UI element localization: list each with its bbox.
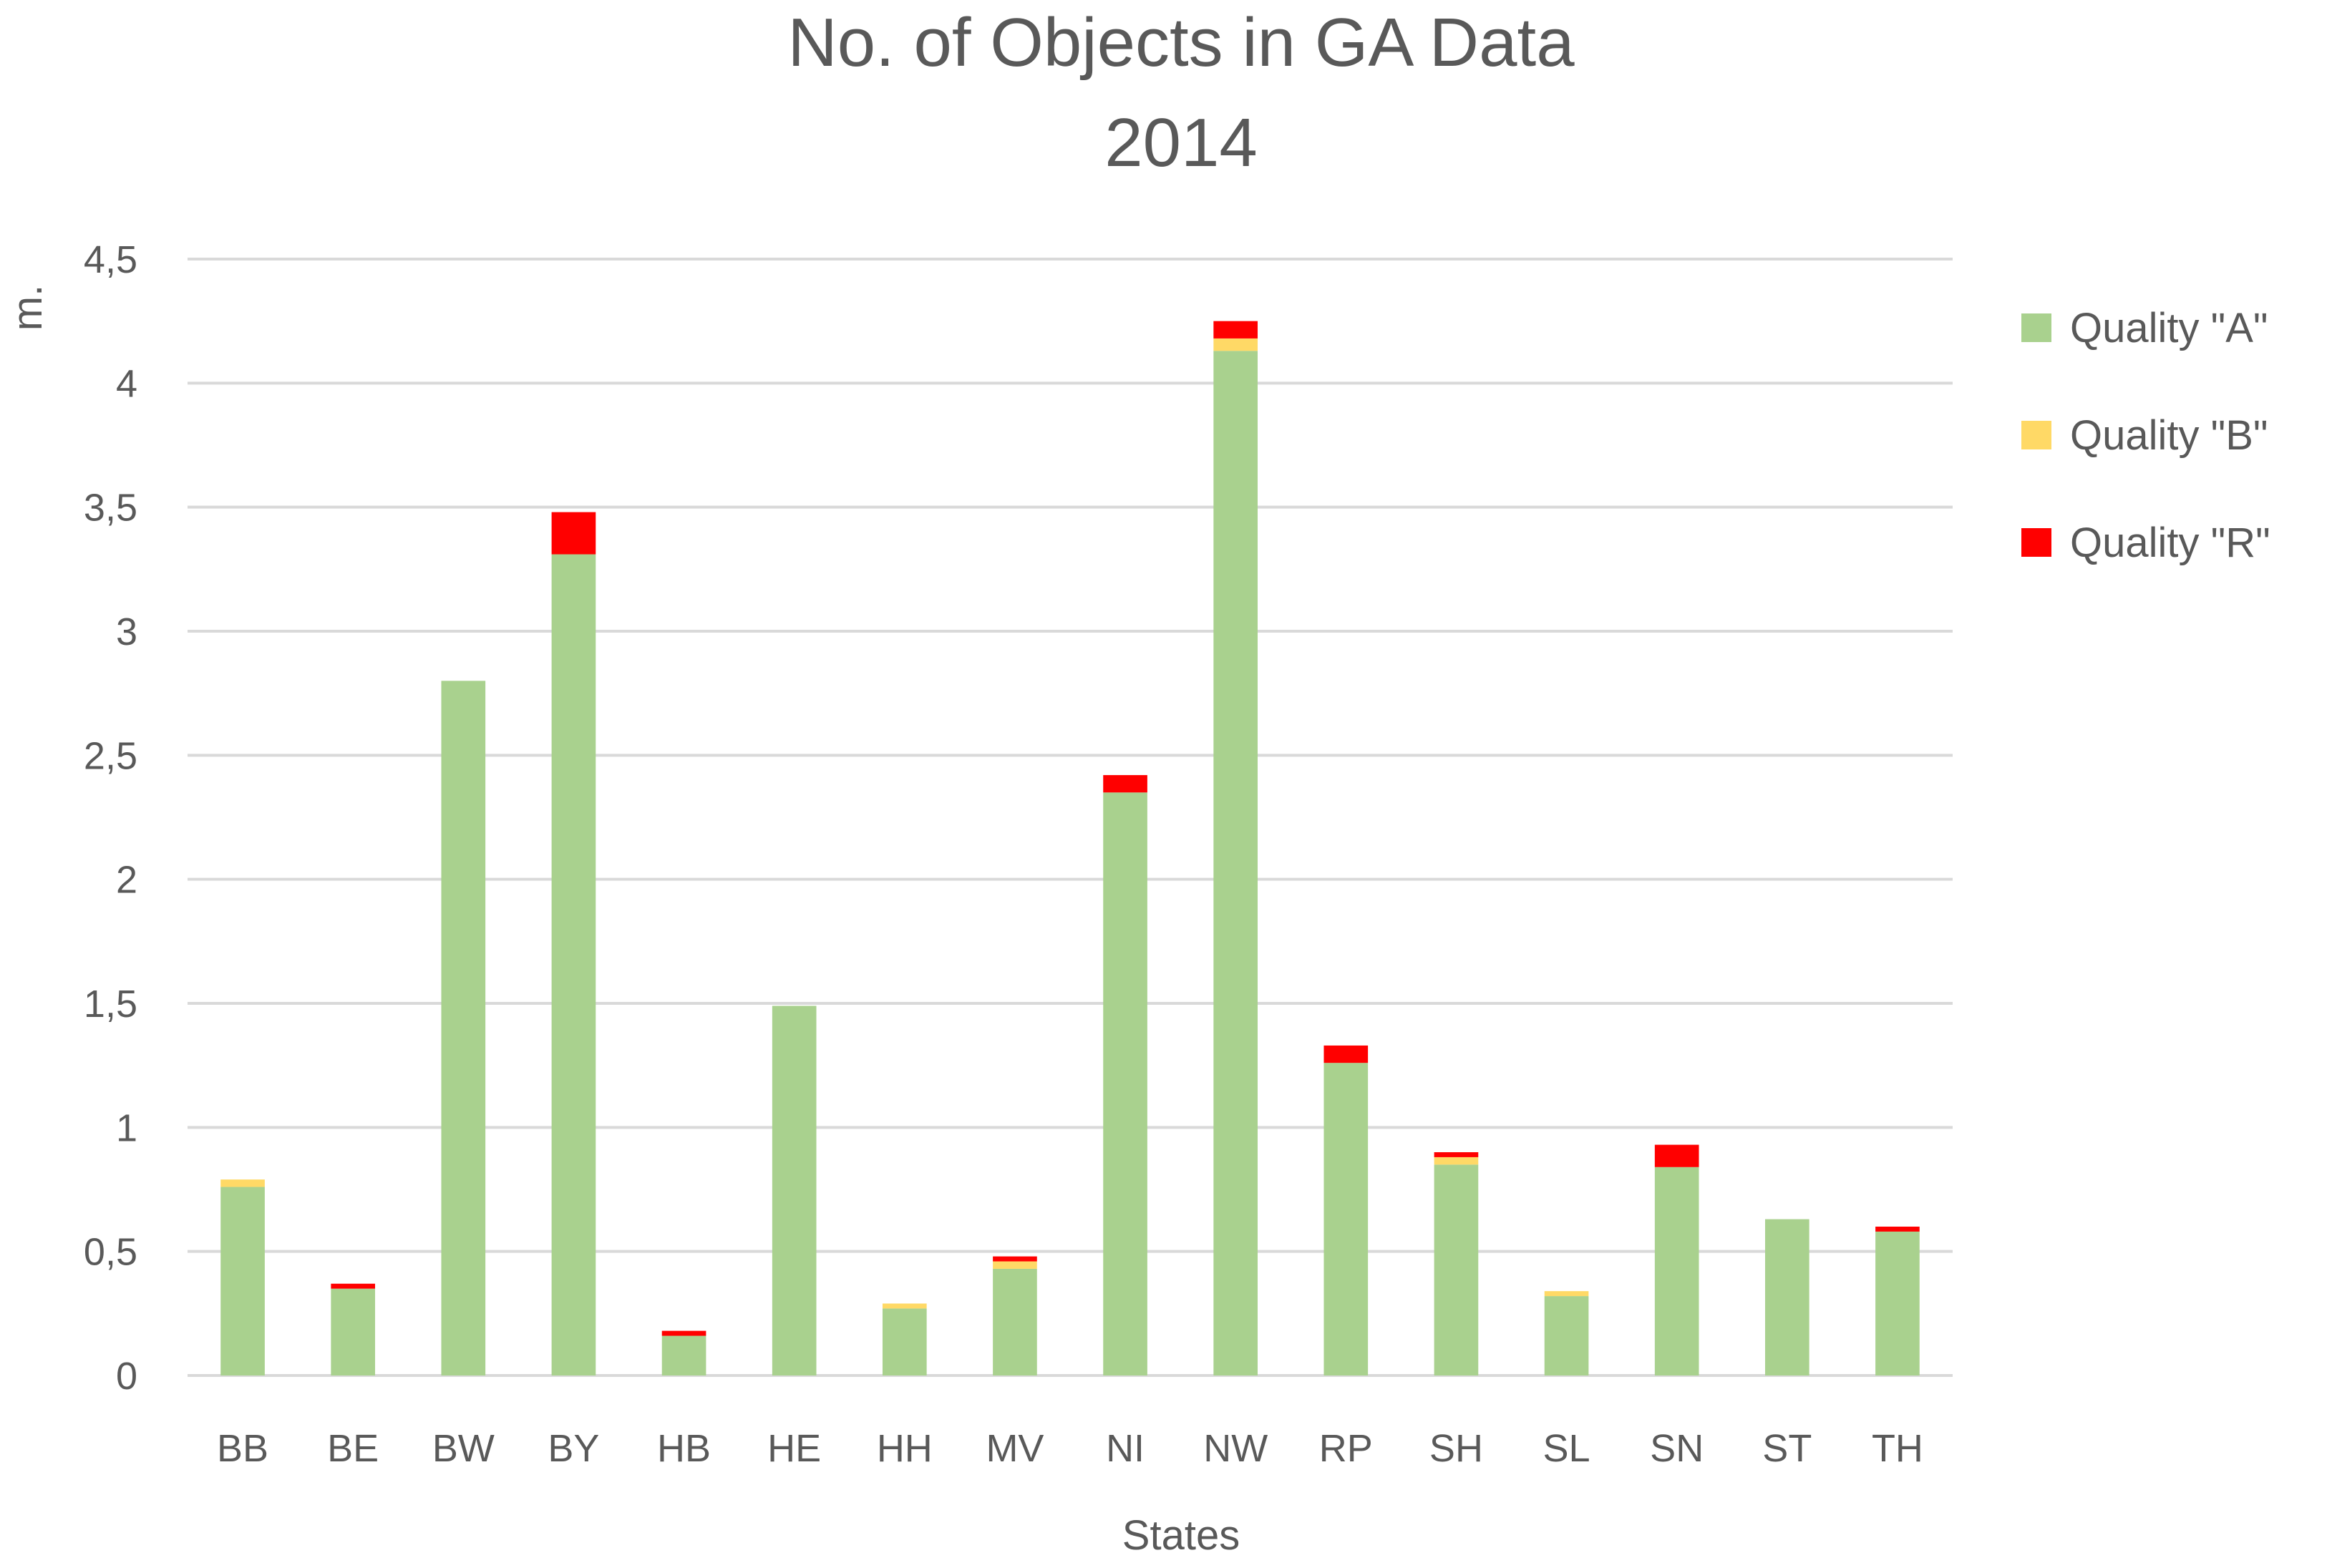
- x-tick-label: NI: [1106, 1427, 1145, 1470]
- bar-segment-b-bb: [220, 1179, 265, 1187]
- y-tick-label: 3: [116, 610, 137, 653]
- bar-segment-r-be: [331, 1283, 376, 1289]
- bar-segment-a-nw: [1213, 351, 1258, 1376]
- x-tick-label: SH: [1429, 1427, 1483, 1470]
- y-tick-label: 0,5: [84, 1231, 137, 1274]
- x-tick-label: MV: [986, 1427, 1044, 1470]
- bar-segment-a-be: [331, 1288, 376, 1375]
- bar-segment-a-mv: [993, 1268, 1037, 1375]
- x-axis-title: States: [1122, 1512, 1240, 1559]
- x-axis-ticks: BB BE BW BY HB HE HH MV NI NW RP SH SL SN ST TH: [217, 1427, 1923, 1470]
- bar-segment-a-he: [772, 1005, 817, 1375]
- bar-segment-a-hh: [882, 1308, 927, 1375]
- y-axis-ticks: 0 0,5 1 1,5 2 2,5 3 3,5 4 4,5: [84, 238, 137, 1398]
- bar-segment-r-hb: [661, 1330, 706, 1336]
- bar-segment-r-nw: [1213, 321, 1258, 339]
- bar-segment-a-sn: [1654, 1167, 1699, 1375]
- x-tick-label: ST: [1762, 1427, 1812, 1470]
- x-tick-label: TH: [1872, 1427, 1923, 1470]
- bar-segment-a-bb: [220, 1187, 265, 1375]
- bar-segment-a-sh: [1434, 1164, 1479, 1375]
- bars: [220, 321, 1920, 1376]
- legend-swatch: [2021, 421, 2051, 449]
- x-tick-label: NW: [1203, 1427, 1268, 1470]
- bar-segment-a-th: [1875, 1231, 1920, 1375]
- y-tick-label: 2: [116, 859, 137, 902]
- y-tick-label: 0: [116, 1355, 137, 1398]
- x-tick-label: SN: [1650, 1427, 1704, 1470]
- y-tick-label: 4,5: [84, 238, 137, 281]
- legend: Quality "A" Quality "B" Quality "R": [1961, 286, 2290, 587]
- bar-segment-b-mv: [993, 1261, 1037, 1269]
- bar-segment-a-sl: [1544, 1296, 1589, 1375]
- legend-swatch: [2021, 313, 2051, 342]
- x-tick-label: SL: [1543, 1427, 1590, 1470]
- legend-label: Quality "R": [2070, 520, 2270, 566]
- bar-segment-a-st: [1764, 1219, 1809, 1375]
- x-tick-label: BW: [432, 1427, 495, 1470]
- legend-background: [1961, 286, 2290, 587]
- x-tick-label: HH: [877, 1427, 933, 1470]
- x-tick-label: RP: [1319, 1427, 1373, 1470]
- x-tick-label: HE: [767, 1427, 821, 1470]
- y-tick-label: 4: [116, 362, 137, 405]
- bar-segment-r-sh: [1434, 1152, 1479, 1157]
- bar-segment-b-sh: [1434, 1156, 1479, 1165]
- bar-segment-a-hb: [661, 1335, 706, 1375]
- bar-segment-r-ni: [1103, 775, 1147, 793]
- x-tick-label: BE: [327, 1427, 379, 1470]
- y-tick-label: 3,5: [84, 487, 137, 530]
- x-tick-label: BB: [217, 1427, 268, 1470]
- bar-segment-b-nw: [1213, 338, 1258, 351]
- bar-segment-r-rp: [1323, 1045, 1369, 1063]
- y-tick-label: 1,5: [84, 983, 137, 1026]
- legend-label: Quality "A": [2070, 305, 2268, 351]
- bar-segment-a-by: [551, 554, 596, 1375]
- bar-segment-r-th: [1875, 1227, 1920, 1232]
- bar-segment-a-bw: [441, 681, 486, 1375]
- y-tick-label: 1: [116, 1106, 137, 1149]
- y-axis-title: m.: [4, 285, 51, 331]
- bar-segment-a-rp: [1323, 1063, 1369, 1375]
- bar-segment-b-hh: [882, 1303, 927, 1309]
- bar-segment-b-sl: [1544, 1291, 1589, 1297]
- bar-segment-r-by: [551, 512, 596, 555]
- chart-subtitle: 2014: [1104, 104, 1258, 181]
- chart-title: No. of Objects in GA Data: [787, 4, 1575, 81]
- bar-segment-r-sn: [1654, 1144, 1699, 1167]
- legend-label: Quality "B": [2070, 412, 2268, 459]
- y-tick-label: 2,5: [84, 734, 137, 777]
- bar-segment-r-mv: [993, 1256, 1037, 1262]
- x-tick-label: BY: [548, 1427, 599, 1470]
- bar-segment-a-ni: [1103, 792, 1147, 1375]
- legend-swatch: [2021, 528, 2051, 557]
- x-tick-label: HB: [657, 1427, 711, 1470]
